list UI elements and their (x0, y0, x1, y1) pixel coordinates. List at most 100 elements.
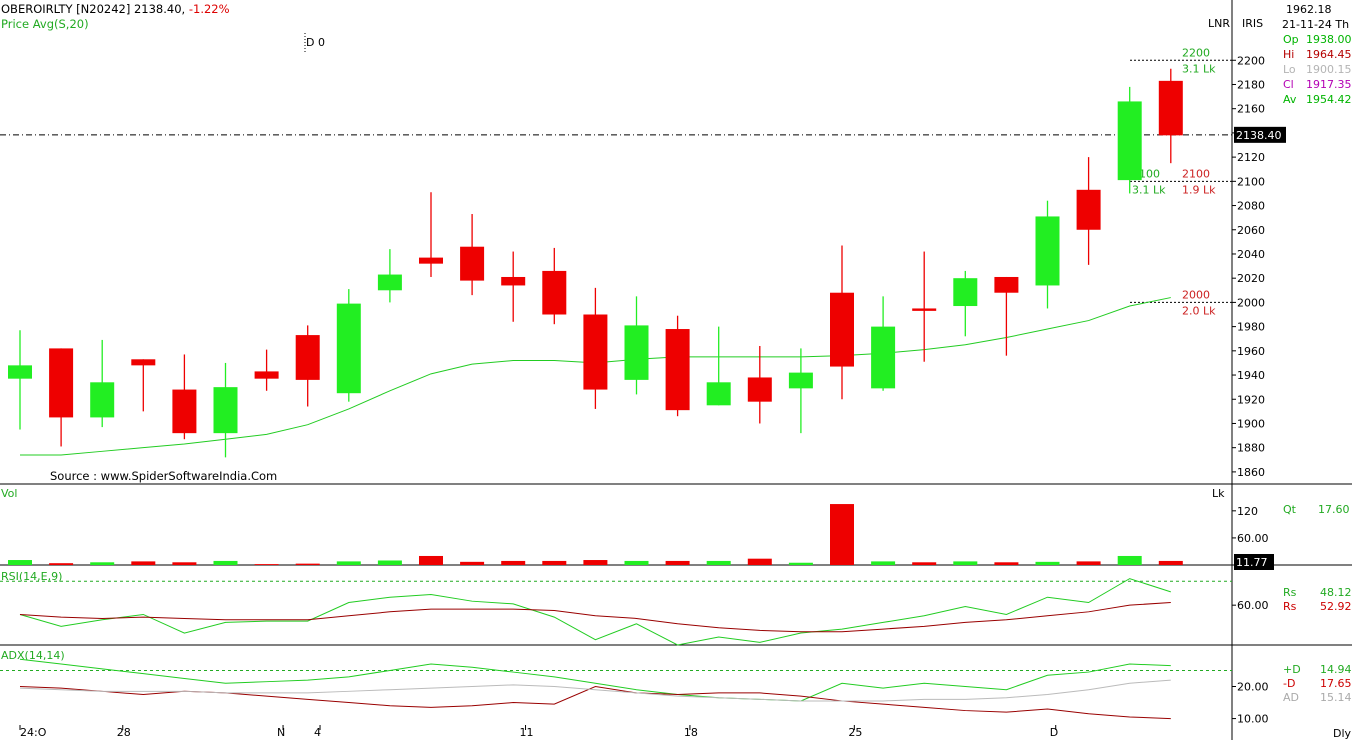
volume-bar[interactable] (460, 561, 485, 565)
volume-bar[interactable] (1076, 561, 1101, 565)
volume-bar[interactable] (49, 563, 74, 565)
candle-body[interactable] (131, 359, 156, 366)
candle-body[interactable] (295, 335, 320, 380)
candle[interactable] (665, 315, 690, 417)
candle-body[interactable] (747, 377, 772, 402)
candle-body[interactable] (788, 372, 813, 389)
candle[interactable] (994, 276, 1019, 356)
candle[interactable] (213, 362, 238, 458)
candle-body[interactable] (542, 270, 567, 315)
ohlc-label: Op (1283, 33, 1299, 46)
candle[interactable] (377, 249, 402, 303)
candle[interactable] (90, 339, 115, 428)
volume-bar[interactable] (1158, 560, 1183, 565)
candle[interactable] (1117, 86, 1142, 194)
candle-body[interactable] (1076, 189, 1101, 230)
candle-body[interactable] (912, 308, 937, 311)
candle[interactable] (460, 214, 485, 296)
volume-bar[interactable] (665, 560, 690, 565)
candle[interactable] (254, 349, 279, 391)
candle-body[interactable] (1158, 80, 1183, 136)
volume-panel[interactable]: Vol Lk Qt 17.60 (1, 487, 1350, 565)
volume-bar[interactable] (747, 558, 772, 565)
volume-bar[interactable] (871, 561, 896, 565)
candle[interactable] (419, 192, 443, 277)
candle-body[interactable] (419, 257, 443, 264)
candle[interactable] (131, 359, 156, 412)
volume-bar[interactable] (830, 504, 854, 565)
candle-body[interactable] (254, 371, 279, 379)
candle[interactable] (1076, 157, 1101, 265)
volume-bar[interactable] (172, 562, 197, 565)
candle-body[interactable] (665, 329, 690, 411)
volume-tick-label: 120 (1237, 505, 1258, 518)
volume-bar[interactable] (583, 560, 608, 565)
volume-bar[interactable] (336, 561, 361, 565)
adx-legend-value: 17.65 (1320, 677, 1352, 690)
volume-bar[interactable] (90, 562, 115, 565)
volume-bar[interactable] (994, 562, 1019, 565)
volume-bar[interactable] (1035, 561, 1060, 565)
volume-bar[interactable] (419, 555, 443, 565)
candle[interactable] (501, 251, 526, 322)
candle-body[interactable] (1035, 216, 1060, 286)
volume-bar[interactable] (706, 560, 731, 565)
volume-bar[interactable] (8, 560, 32, 565)
volume-bar[interactable] (501, 560, 526, 565)
candle[interactable] (788, 348, 813, 434)
candle-body[interactable] (830, 292, 854, 367)
candle-body[interactable] (501, 276, 526, 286)
candle-body[interactable] (706, 382, 731, 406)
candle-body[interactable] (90, 382, 115, 418)
candle[interactable] (295, 325, 320, 407)
candle-body[interactable] (583, 314, 608, 390)
candle-body[interactable] (994, 276, 1019, 293)
volume-bar[interactable] (624, 560, 649, 565)
candle[interactable] (1035, 200, 1060, 309)
candle-body[interactable] (624, 325, 649, 380)
candle[interactable] (912, 251, 937, 362)
candle[interactable] (953, 270, 978, 337)
candle-body[interactable] (460, 246, 485, 281)
candle-body[interactable] (953, 278, 978, 307)
candle[interactable] (871, 296, 896, 391)
volume-bar[interactable] (254, 564, 279, 565)
volume-bar[interactable] (295, 563, 320, 565)
rsi-tick-label: 60.00 (1237, 599, 1269, 612)
candle-body[interactable] (8, 365, 32, 379)
date-axis: 24:O 28 N 4 11 18 25 D (19, 725, 1058, 739)
candle[interactable] (172, 354, 197, 440)
level-volume-label: 2.0 Lk (1182, 304, 1216, 317)
candle[interactable] (747, 345, 772, 424)
candle-body[interactable] (336, 303, 361, 394)
candle[interactable] (706, 326, 731, 406)
volume-bar[interactable] (542, 560, 567, 565)
candle[interactable] (1158, 68, 1183, 164)
volume-bar[interactable] (1117, 555, 1142, 565)
candle[interactable] (8, 330, 32, 430)
volume-bar[interactable] (953, 561, 978, 565)
rsi-panel[interactable]: RSI(14,E,9) Rs 48.12 Rs 52.92 (0, 570, 1352, 646)
adx-panel[interactable]: ADX(14,14) +D 14.94 -D 17.65 AD 15.14 (0, 649, 1352, 720)
candle[interactable] (624, 296, 649, 395)
candle-body[interactable] (172, 389, 197, 434)
candle-body[interactable] (213, 387, 238, 434)
volume-bar[interactable] (213, 560, 238, 565)
volume-bar[interactable] (788, 562, 813, 565)
candle[interactable] (830, 245, 854, 400)
candle-body[interactable] (49, 348, 74, 418)
candle[interactable] (336, 289, 361, 402)
candle-body[interactable] (871, 326, 896, 389)
volume-bar[interactable] (912, 562, 937, 565)
candle-body[interactable] (1117, 101, 1142, 181)
candle[interactable] (542, 247, 567, 325)
price-axis: 1860 1880 1900 1920 1940 1960 1980 2000 2020 2040… (1232, 54, 1286, 726)
candle[interactable] (583, 287, 608, 409)
volume-bar[interactable] (377, 560, 402, 565)
candle[interactable] (49, 348, 74, 447)
candle-body[interactable] (377, 274, 402, 291)
volume-bar[interactable] (131, 561, 156, 565)
price-tick-label: 1980 (1237, 321, 1265, 334)
